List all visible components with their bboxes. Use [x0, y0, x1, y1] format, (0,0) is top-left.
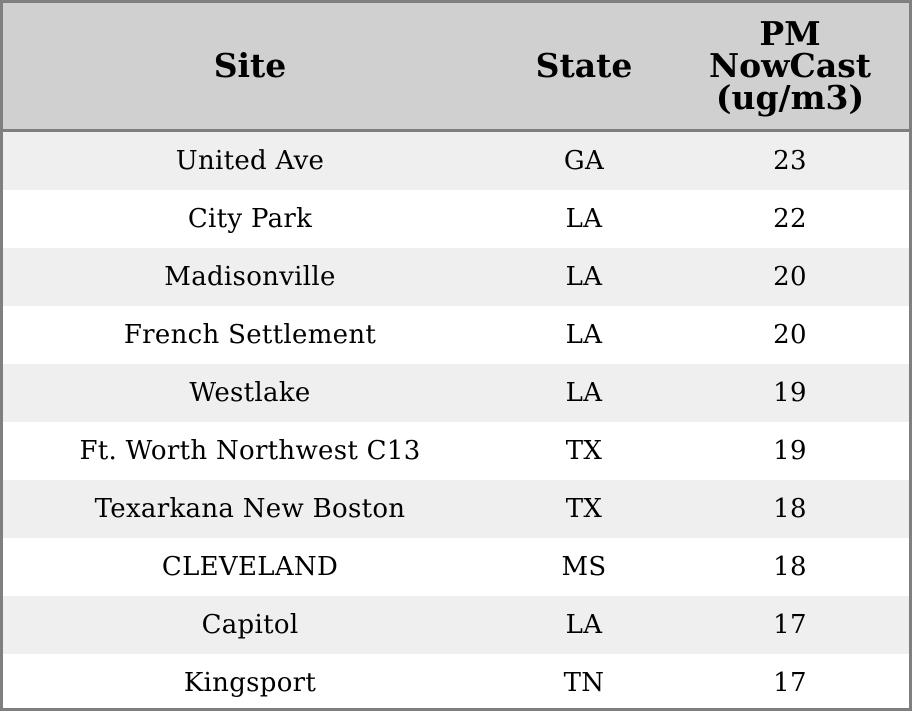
column-header-site: Site: [3, 3, 497, 132]
table-row: French Settlement LA 20: [3, 306, 909, 364]
cell-site: City Park: [3, 190, 497, 248]
cell-pm-nowcast: 17: [671, 654, 909, 708]
cell-pm-nowcast: 17: [671, 596, 909, 654]
cell-site: Capitol: [3, 596, 497, 654]
table-row: Ft. Worth Northwest C13 TX 19: [3, 422, 909, 480]
cell-site: French Settlement: [3, 306, 497, 364]
cell-state: TN: [497, 654, 671, 708]
cell-state: LA: [497, 248, 671, 306]
table-row: United Ave GA 23: [3, 130, 909, 190]
cell-pm-nowcast: 23: [671, 130, 909, 190]
cell-site: Ft. Worth Northwest C13: [3, 422, 497, 480]
cell-state: LA: [497, 364, 671, 422]
table-row: Madisonville LA 20: [3, 248, 909, 306]
cell-site: CLEVELAND: [3, 538, 497, 596]
cell-site: United Ave: [3, 130, 497, 190]
cell-state: LA: [497, 190, 671, 248]
cell-state: TX: [497, 480, 671, 538]
cell-state: GA: [497, 130, 671, 190]
header-row: Site State PM NowCast (ug/m3): [3, 3, 909, 132]
table-row: Capitol LA 17: [3, 596, 909, 654]
table-row: Westlake LA 19: [3, 364, 909, 422]
cell-site: Kingsport: [3, 654, 497, 708]
cell-site: Texarkana New Boston: [3, 480, 497, 538]
table-body: United Ave GA 23 City Park LA 22 Madisonville L…: [3, 130, 909, 708]
table-row: City Park LA 22: [3, 190, 909, 248]
cell-pm-nowcast: 19: [671, 364, 909, 422]
table-row: Kingsport TN 17: [3, 654, 909, 708]
cell-pm-nowcast: 20: [671, 306, 909, 364]
table-row: Texarkana New Boston TX 18: [3, 480, 909, 538]
table-header: Site State PM NowCast (ug/m3): [3, 3, 909, 132]
cell-state: MS: [497, 538, 671, 596]
column-header-pm-nowcast: PM NowCast (ug/m3): [671, 3, 909, 132]
cell-pm-nowcast: 20: [671, 248, 909, 306]
cell-pm-nowcast: 18: [671, 480, 909, 538]
pm-table: Site State PM NowCast (ug/m3) United Ave…: [3, 3, 909, 708]
cell-site: Madisonville: [3, 248, 497, 306]
cell-state: LA: [497, 596, 671, 654]
cell-state: TX: [497, 422, 671, 480]
column-header-pm-nowcast-label: PM NowCast (ug/m3): [708, 14, 872, 117]
column-header-state: State: [497, 3, 671, 132]
cell-site: Westlake: [3, 364, 497, 422]
table-row: CLEVELAND MS 18: [3, 538, 909, 596]
cell-pm-nowcast: 19: [671, 422, 909, 480]
cell-state: LA: [497, 306, 671, 364]
cell-pm-nowcast: 22: [671, 190, 909, 248]
cell-pm-nowcast: 18: [671, 538, 909, 596]
